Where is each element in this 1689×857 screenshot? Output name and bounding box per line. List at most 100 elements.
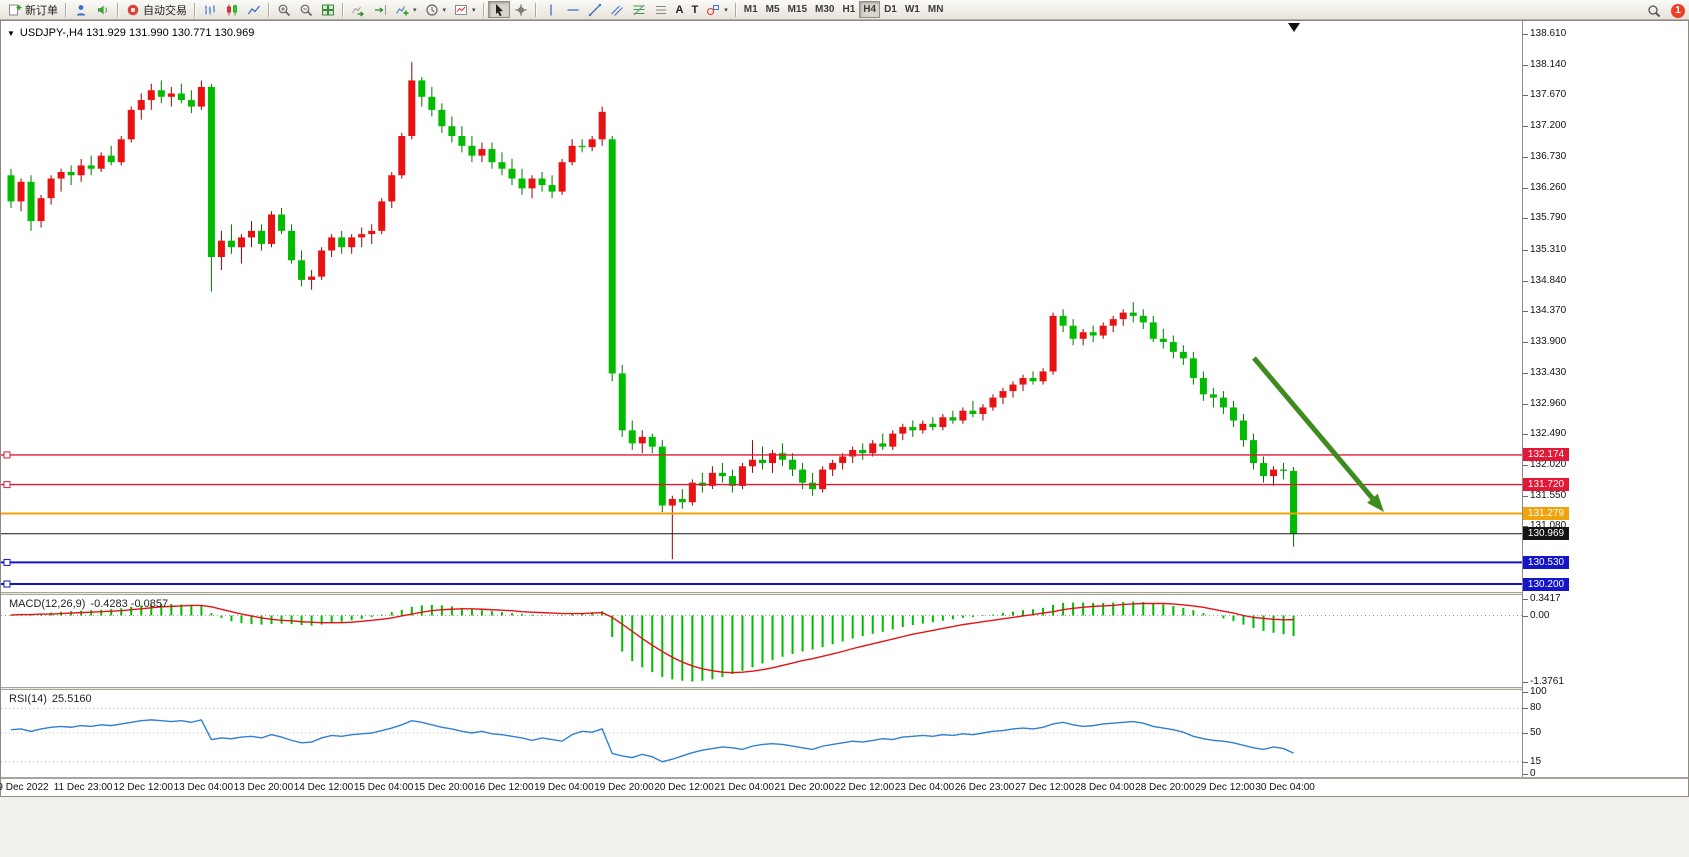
dropdown-caret-icon[interactable]: ▾ bbox=[472, 6, 476, 14]
candle bbox=[558, 162, 566, 192]
vline-button[interactable] bbox=[540, 1, 562, 18]
panel-splitter[interactable] bbox=[1, 777, 1688, 779]
profile-button[interactable] bbox=[70, 1, 92, 18]
candle bbox=[67, 171, 75, 176]
candles-button[interactable] bbox=[221, 1, 243, 18]
price-level-badge[interactable]: 130.200 bbox=[1523, 577, 1569, 591]
candle bbox=[247, 230, 255, 238]
candle bbox=[1039, 371, 1047, 382]
macd-panel-plot[interactable] bbox=[1, 595, 1522, 687]
grid-icon bbox=[655, 5, 666, 14]
rsi-axis-label: 80 bbox=[1522, 702, 1542, 714]
panel-splitter[interactable] bbox=[1, 687, 1688, 690]
line-handle[interactable] bbox=[3, 451, 11, 459]
new-order-button[interactable]: 新订单 bbox=[4, 1, 62, 18]
price-level-badge[interactable]: 130.969 bbox=[1523, 527, 1569, 541]
zoom-out-button[interactable] bbox=[295, 1, 317, 18]
main-chart-plot[interactable] bbox=[1, 23, 1522, 592]
line-chart-button[interactable] bbox=[243, 1, 265, 18]
candle bbox=[167, 93, 175, 97]
rsi-axis-label: 100 bbox=[1523, 686, 1547, 697]
hline-button[interactable] bbox=[562, 1, 584, 18]
timeframe-mn[interactable]: MN bbox=[927, 4, 944, 15]
sound-button[interactable] bbox=[92, 1, 114, 18]
chart-shift-button[interactable] bbox=[369, 1, 391, 18]
timeframe-m1[interactable]: M1 bbox=[743, 4, 758, 15]
text-button[interactable]: A bbox=[675, 3, 684, 16]
timeframe-h1[interactable]: H1 bbox=[842, 4, 856, 15]
tile-windows-button[interactable] bbox=[317, 1, 339, 18]
price-tick: 137.670 bbox=[1522, 89, 1567, 101]
price-level-badge[interactable]: 131.279 bbox=[1523, 506, 1569, 520]
candle bbox=[588, 139, 596, 148]
fibo-button[interactable] bbox=[628, 1, 650, 18]
timeframe-w1[interactable]: W1 bbox=[904, 4, 920, 15]
autotrade-button[interactable]: 自动交易 bbox=[122, 1, 191, 18]
time-label: 27 Dec 12:00 bbox=[1014, 782, 1075, 793]
timeframe-h4[interactable]: H4 bbox=[859, 1, 881, 18]
crosshair-button[interactable] bbox=[510, 1, 532, 18]
candle bbox=[819, 469, 827, 490]
toolbar-right: 1 bbox=[1643, 2, 1687, 19]
cursor-button[interactable] bbox=[487, 1, 510, 18]
candle bbox=[949, 417, 957, 421]
price-level-badge[interactable]: 130.530 bbox=[1523, 555, 1569, 569]
templates-button[interactable]: ▾ bbox=[450, 1, 480, 18]
autoscroll-button[interactable] bbox=[347, 1, 369, 18]
price-tick: 136.260 bbox=[1522, 181, 1567, 193]
trend-arrow-shaft[interactable] bbox=[1252, 356, 1378, 504]
channel-button[interactable] bbox=[606, 1, 628, 18]
timeframe-m30[interactable]: M30 bbox=[815, 4, 835, 15]
line-handle[interactable] bbox=[3, 481, 11, 489]
shapes-button[interactable]: ▾ bbox=[702, 1, 732, 18]
collapse-triangle-icon[interactable]: ▼ bbox=[7, 28, 15, 38]
rsi-axis-label: 0 bbox=[1523, 768, 1536, 779]
notification-badge[interactable]: 1 bbox=[1671, 3, 1685, 18]
dropdown-caret-icon[interactable]: ▾ bbox=[413, 6, 417, 14]
candle bbox=[1079, 332, 1087, 339]
macd-axis-label: 0.00 bbox=[1522, 609, 1550, 621]
periods-button[interactable]: ▾ bbox=[421, 1, 451, 18]
timeframe-d1[interactable]: D1 bbox=[884, 4, 897, 15]
price-level-badge[interactable]: 132.174 bbox=[1523, 448, 1569, 462]
candle bbox=[298, 260, 306, 280]
shapes-icon bbox=[707, 4, 720, 15]
candle bbox=[1179, 351, 1187, 359]
indicators-button[interactable]: ▾ bbox=[391, 1, 421, 18]
dropdown-caret-icon[interactable]: ▾ bbox=[724, 6, 728, 14]
time-axis[interactable]: 9 Dec 2022 11 Dec 23:00 12 Dec 12:00 13 Dec… bbox=[0, 779, 1522, 796]
line-handle[interactable] bbox=[3, 580, 11, 588]
candle bbox=[47, 178, 55, 199]
grid-button[interactable] bbox=[650, 1, 672, 18]
main-toolbar: 新订单 自动交易 ▾ ▾ ▾ A T ▾ M1 M5 M15 M30 H1 H4 D1 W1 MN bbox=[0, 0, 1689, 20]
search-button[interactable] bbox=[1643, 2, 1665, 19]
candle bbox=[909, 427, 917, 431]
candle bbox=[237, 237, 245, 248]
candle bbox=[959, 410, 967, 421]
price-axis[interactable]: 138.610 138.140 137.670 137.200 136.730 136.2… bbox=[1522, 21, 1688, 779]
last-bar-marker-icon bbox=[1288, 23, 1300, 32]
panel-splitter[interactable] bbox=[1, 592, 1688, 595]
crosshair-icon bbox=[515, 4, 527, 15]
rsi-indicator-name: RSI(14) bbox=[9, 693, 47, 705]
candle bbox=[989, 397, 997, 408]
label-button[interactable]: T bbox=[691, 3, 699, 16]
candle bbox=[358, 234, 366, 238]
candle bbox=[809, 482, 817, 490]
zoom-in-button[interactable] bbox=[273, 1, 295, 18]
candle bbox=[1260, 463, 1267, 477]
timeframe-m15[interactable]: M15 bbox=[787, 4, 808, 15]
bars-button[interactable] bbox=[199, 1, 221, 18]
trendline-button[interactable] bbox=[584, 1, 606, 18]
candle bbox=[187, 100, 195, 107]
candle bbox=[668, 498, 676, 506]
dropdown-caret-icon[interactable]: ▾ bbox=[442, 6, 447, 14]
candle bbox=[889, 433, 897, 447]
price-level-badge[interactable]: 131.720 bbox=[1523, 478, 1569, 492]
trend-arrow-head[interactable] bbox=[1367, 493, 1384, 512]
timeframe-m5[interactable]: M5 bbox=[765, 4, 780, 15]
rsi-panel-plot[interactable] bbox=[1, 690, 1522, 777]
candle bbox=[939, 417, 947, 428]
candle bbox=[688, 482, 696, 503]
line-handle[interactable] bbox=[3, 558, 11, 566]
